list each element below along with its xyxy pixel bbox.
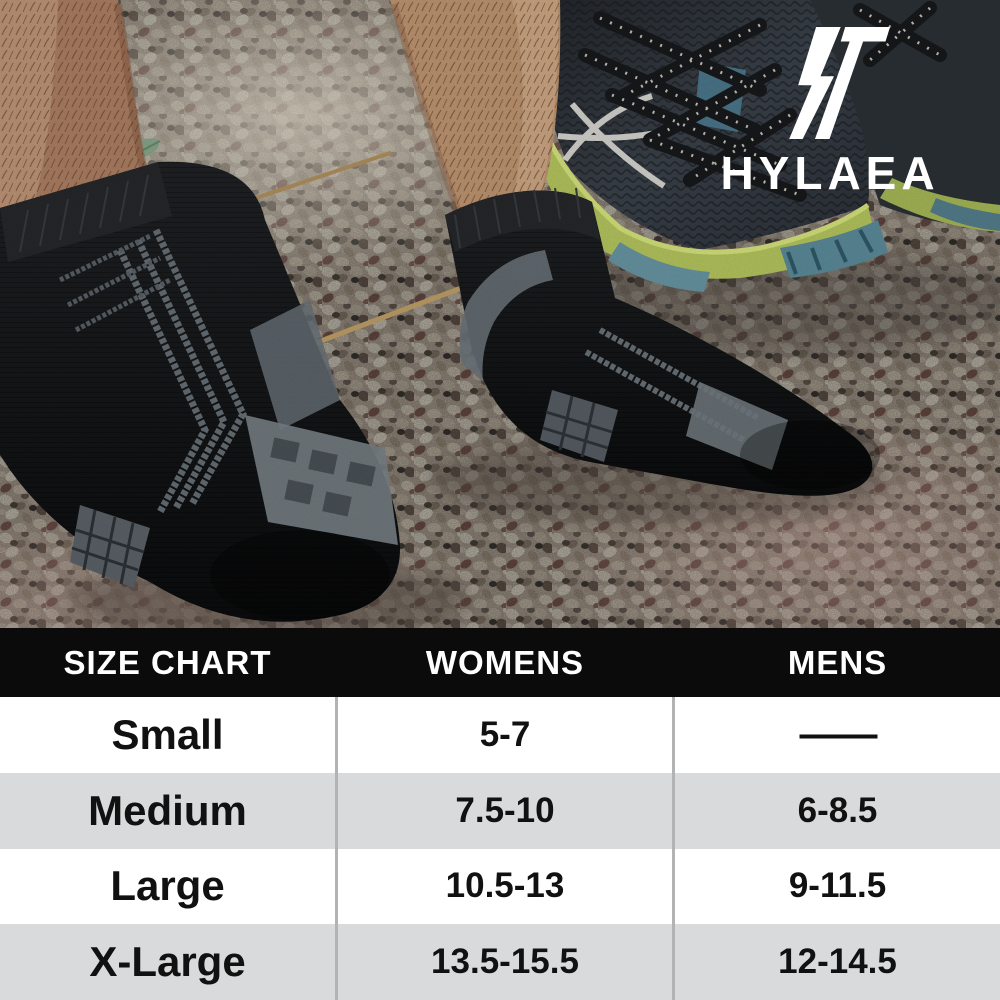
table-row-large: Large 10.5-13 9-11.5 xyxy=(0,848,1000,925)
womens-small: 5-7 xyxy=(335,697,675,773)
product-photo: HYLAEA xyxy=(0,0,1000,628)
size-xlarge: X-Large xyxy=(89,938,246,986)
size-medium: Medium xyxy=(88,786,247,834)
womens-medium: 7.5-10 xyxy=(335,772,675,849)
size-chart-rows: Small 5-7 —— Medium 7.5-10 6-8.5 Large 1… xyxy=(0,697,1000,1000)
table-row-xlarge: X-Large 13.5-15.5 12-14.5 xyxy=(0,924,1000,1000)
mens-xlarge: 12-14.5 xyxy=(778,942,897,982)
header-mens: MENS xyxy=(787,643,888,681)
table-row-small: Small 5-7 —— xyxy=(0,697,1000,773)
photo-scene xyxy=(0,0,1000,628)
mens-medium: 6-8.5 xyxy=(797,790,878,830)
header-size-chart: SIZE CHART xyxy=(63,643,272,681)
size-large: Large xyxy=(110,862,225,910)
header-womens: WOMENS xyxy=(425,643,585,681)
size-small: Small xyxy=(111,710,224,758)
mens-small: —— xyxy=(799,712,878,757)
womens-large: 10.5-13 xyxy=(335,848,675,925)
mens-large: 9-11.5 xyxy=(788,866,887,906)
size-chart-header: SIZE CHART WOMENS MENS xyxy=(0,628,1000,697)
womens-xlarge: 13.5-15.5 xyxy=(335,924,675,1000)
size-chart: SIZE CHART WOMENS MENS Small 5-7 —— Medi… xyxy=(0,628,1000,1000)
photo-grain-overlay xyxy=(0,0,1000,628)
table-row-medium: Medium 7.5-10 6-8.5 xyxy=(0,772,1000,849)
